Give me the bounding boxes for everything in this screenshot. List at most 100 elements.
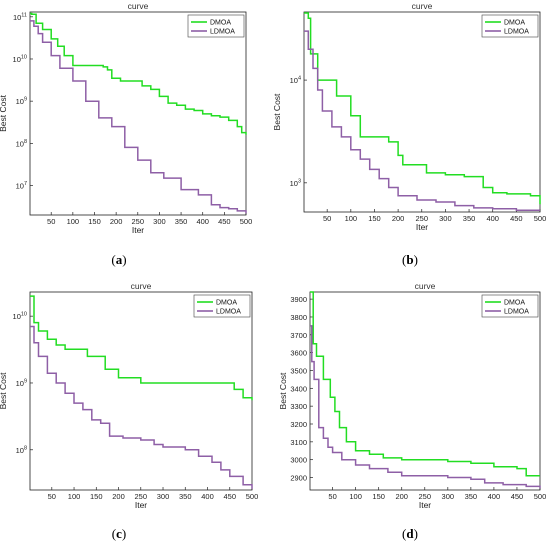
x-tick-label: 450: [510, 214, 523, 223]
x-tick-label: 150: [90, 492, 103, 501]
x-tick-label: 50: [328, 492, 336, 501]
y-tick-label: 3200: [290, 420, 307, 429]
x-tick-label: 450: [223, 492, 236, 501]
x-tick-label: 500: [240, 217, 253, 226]
y-tick-label: 1010: [13, 54, 27, 64]
y-tick-label: 1011: [13, 12, 27, 22]
x-tick-label: 400: [486, 214, 499, 223]
y-tick-label: 3000: [290, 456, 307, 465]
y-tick-label: 3400: [290, 384, 307, 393]
x-tick-label: 250: [135, 492, 148, 501]
chart-c: curve 50 100 150 200 250 300 350 400 450 500 108 109…: [0, 281, 258, 541]
y-tick-label: 103: [290, 178, 301, 188]
chart-title: curve: [415, 281, 436, 291]
x-tick-label: 450: [218, 217, 231, 226]
y-tick-label: 109: [16, 378, 27, 388]
y-axis-label: Best Cost: [0, 372, 8, 409]
chart-title: curve: [128, 1, 149, 11]
x-tick-label: 150: [372, 492, 385, 501]
legend-label-dmoa: DMOA: [216, 300, 237, 307]
panel-label: (d): [402, 526, 418, 541]
y-tick-label: 1010: [13, 312, 27, 322]
x-tick-label: 400: [488, 492, 501, 501]
x-tick-label: 100: [349, 492, 362, 501]
x-tick-label: 500: [246, 492, 259, 501]
legend-label-dmoa: DMOA: [210, 20, 231, 27]
y-tick-label: 3900: [290, 295, 307, 304]
y-axis-label: Best Cost: [0, 94, 8, 131]
plot-area: [29, 291, 253, 491]
panel-label: (a): [111, 252, 126, 267]
x-tick-label: 350: [465, 492, 478, 501]
x-tick-label: 200: [395, 492, 408, 501]
y-axis-label: Best Cost: [272, 93, 282, 130]
x-tick-label: 400: [201, 492, 214, 501]
x-tick-label: 500: [534, 492, 547, 501]
x-axis-label: Iter: [416, 222, 428, 232]
legend-label-dmoa: DMOA: [504, 20, 525, 27]
y-tick-label: 2900: [290, 474, 307, 483]
plot-area: [303, 11, 541, 213]
series-line-dmoa: [30, 12, 247, 135]
x-tick-label: 150: [368, 214, 381, 223]
x-tick-label: 250: [416, 214, 429, 223]
y-tick-label: 109: [16, 97, 27, 107]
series-line-ldmoa: [304, 30, 540, 212]
y-tick-label: 3800: [290, 313, 307, 322]
x-tick-label: 450: [511, 492, 524, 501]
x-tick-label: 50: [323, 214, 331, 223]
series-line-ldmoa: [30, 20, 247, 214]
x-tick-label: 100: [68, 492, 81, 501]
series-line-ldmoa: [30, 325, 253, 489]
chart-d: curve 50 100 150 200 250 300 350 400 450 500 2900 30…: [278, 281, 546, 541]
x-tick-label: 100: [345, 214, 358, 223]
legend-label-dmoa: DMOA: [504, 300, 525, 307]
x-tick-label: 100: [67, 217, 80, 226]
chart-title: curve: [412, 1, 433, 11]
x-tick-label: 300: [442, 492, 455, 501]
y-tick-label: 108: [16, 139, 27, 149]
legend-label-ldmoa: LDMOA: [216, 309, 241, 316]
series-line-dmoa: [30, 295, 253, 401]
y-tick-label: 3500: [290, 366, 307, 375]
x-axis-label: Iter: [132, 225, 144, 235]
y-tick-label: 3600: [290, 349, 307, 358]
series-line-ldmoa: [310, 325, 541, 489]
plot-area: [309, 291, 541, 491]
x-tick-label: 250: [132, 217, 145, 226]
y-tick-label: 3100: [290, 438, 307, 447]
legend-label-ldmoa: LDMOA: [210, 29, 235, 36]
x-tick-label: 200: [110, 217, 123, 226]
panel-label: (b): [402, 252, 418, 267]
panel-label: (c): [112, 526, 126, 541]
y-tick-label: 108: [16, 445, 27, 455]
y-tick-label: 104: [290, 76, 301, 86]
y-axis-label: Best Cost: [278, 372, 288, 409]
x-axis-label: Iter: [419, 500, 431, 510]
x-tick-label: 300: [153, 217, 166, 226]
y-tick-label: 107: [16, 181, 27, 191]
x-tick-label: 350: [175, 217, 188, 226]
x-tick-label: 350: [463, 214, 476, 223]
chart-a: curve 50 100 150 200 250 300 350 400 450 500 107 108…: [0, 1, 252, 267]
series-line-dmoa: [310, 291, 540, 477]
x-tick-label: 350: [179, 492, 192, 501]
x-tick-label: 250: [419, 492, 432, 501]
y-tick-label: 3700: [290, 331, 307, 340]
x-tick-label: 200: [112, 492, 125, 501]
x-tick-label: 300: [157, 492, 170, 501]
x-tick-label: 200: [392, 214, 405, 223]
y-tick-label: 3300: [290, 402, 307, 411]
x-tick-label: 150: [88, 217, 101, 226]
x-tick-label: 50: [47, 217, 55, 226]
legend-label-ldmoa: LDMOA: [504, 29, 529, 36]
chart-title: curve: [131, 281, 152, 291]
chart-b: curve 50 100 150 200 250 300 350 400 450 500 103 104…: [272, 1, 546, 267]
x-axis-label: Iter: [135, 500, 147, 510]
x-tick-label: 400: [196, 217, 209, 226]
legend-label-ldmoa: LDMOA: [504, 309, 529, 316]
x-tick-label: 50: [48, 492, 56, 501]
plot-area: [29, 11, 247, 216]
x-tick-label: 300: [439, 214, 452, 223]
